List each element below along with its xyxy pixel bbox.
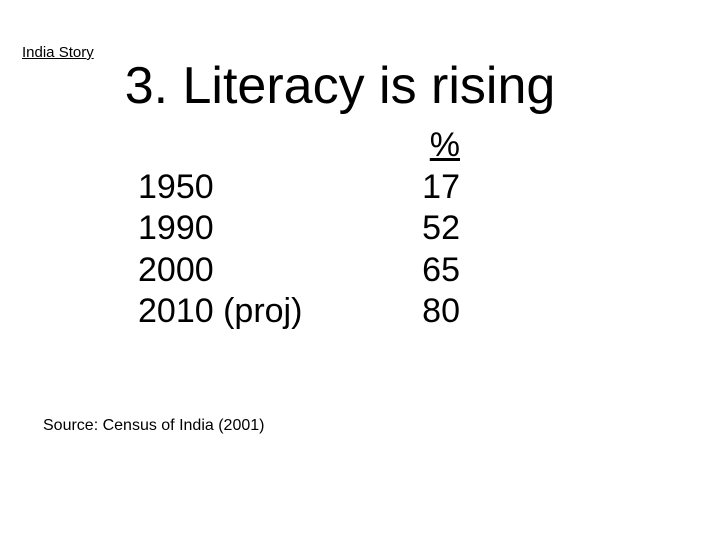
table-row: 2010 (proj) 80 <box>138 291 460 333</box>
year-cell: 2010 (proj) <box>138 292 303 330</box>
value-cell: 65 <box>422 250 460 289</box>
india-story-header: India Story <box>22 44 94 61</box>
literacy-table: % 1950 17 1990 52 2000 65 2010 (proj) 80 <box>138 125 460 333</box>
year-cell: 1990 <box>138 209 214 247</box>
source-note: Source: Census of India (2001) <box>43 417 265 434</box>
value-cell: 52 <box>422 209 460 247</box>
table-row: 1950 17 <box>138 167 460 209</box>
table-row: 1990 52 <box>138 208 460 250</box>
year-cell: 1950 <box>138 167 214 206</box>
value-cell: 80 <box>422 292 460 330</box>
year-cell: 2000 <box>138 250 214 289</box>
year-header-cell <box>138 125 388 167</box>
slide-title: 3. Literacy is rising <box>124 57 556 115</box>
table-row: 2000 65 <box>138 250 460 292</box>
value-cell: 17 <box>422 167 460 206</box>
percent-header: % <box>429 126 460 164</box>
table-header-row: % <box>138 125 460 167</box>
